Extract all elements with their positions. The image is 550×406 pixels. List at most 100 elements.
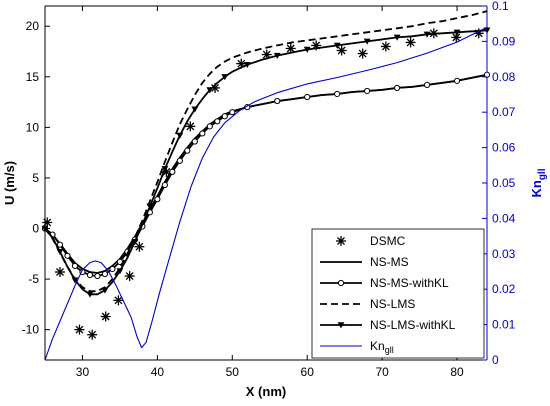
series-marker-triangle [71,277,79,284]
series-marker-circle [199,130,206,137]
legend-item: NS-MS [320,255,409,269]
series-line [44,10,488,293]
legend-marker [336,236,346,246]
legend-marker [337,279,345,287]
series-marker-triangle [393,34,401,41]
series-marker-circle [109,265,116,273]
series-marker-triangle [56,249,64,256]
legend-label-sub: gll [385,345,394,355]
legend-item: NS-MS-withKL [320,276,449,290]
legend-label: NS-LMS [370,297,415,311]
series-marker-triangle [161,166,169,173]
series-marker-triangle [423,31,431,38]
y-tick-label: 15 [26,70,40,84]
asterisk-stroke [452,33,461,42]
legend-label: Kngll [370,339,394,355]
y2-tick-label: 0.03 [492,247,516,261]
series-marker-circle [176,157,183,164]
series-marker-triangle [453,29,461,36]
x-tick-label: 30 [76,365,90,379]
dsmc-point [380,41,391,52]
series-marker-circle [394,84,401,92]
series-marker-circle [94,272,101,280]
series-marker-triangle [273,52,281,59]
y2-tick-label: 0.08 [492,70,516,84]
y2-tick-label: 0 [492,353,499,367]
asterisk-stroke [88,330,97,339]
series-kn [44,26,488,361]
asterisk-stroke [381,42,390,51]
legend-label: NS-MS-withKL [370,276,449,290]
x-tick-label: 70 [375,365,389,379]
series-marker-circle [334,90,341,98]
dsmc-point [100,311,111,322]
asterisk-stroke [162,167,171,176]
series-marker-circle [169,168,176,175]
series-marker-circle [483,71,491,78]
legend-item: DSMC [336,234,406,248]
axes-layer: X (nm) U (m/s) Kngll 30 40 50 60 70 80-10-505… [2,0,548,399]
dsmc-point [336,45,347,56]
y2-tick-label: 0.07 [492,105,516,119]
legend-label-main: NS-LMS-withKL [370,318,456,332]
series-ns-lms-withkl [41,27,491,298]
asterisk-stroke [43,218,52,227]
legend-label-main: NS-MS [370,255,409,269]
series-marker-triangle [363,38,371,45]
legend-item: Kngll [320,339,394,355]
x-tick-label: 80 [450,365,464,379]
asterisk-stroke [211,83,220,92]
series-marker-triangle [333,42,341,49]
series-marker-circle [86,271,94,279]
legend-label-main: NS-LMS [370,297,415,311]
dsmc-point [113,295,124,306]
x-tick-label: 60 [301,365,315,379]
asterisk-stroke [262,50,271,59]
series-marker-circle [191,138,198,145]
asterisk-stroke [337,237,345,245]
legend-item: NS-LMS [320,297,415,311]
series-marker-circle [274,97,281,105]
dsmc-point [74,324,85,335]
series-marker-triangle [303,46,311,53]
series-marker-triangle [191,106,199,113]
asterisk-stroke [135,242,144,251]
y2-tick-label: 0.02 [492,282,516,296]
series-marker-circle [101,270,109,278]
y-tick-label: 0 [32,222,39,236]
y2-axis-label-sub: gll [537,168,548,180]
series-marker-triangle [206,87,214,94]
legend-label: NS-LMS-withKL [370,318,456,332]
series-marker-triangle [483,27,491,34]
dsmc-point [285,43,296,54]
asterisk-stroke [75,325,84,334]
dsmc-point [405,37,416,48]
series-marker-circle [206,123,213,130]
dsmc-point [357,48,368,59]
asterisk-stroke [286,44,295,53]
dsmc-point [54,267,65,278]
x-axis-label: X (nm) [246,384,286,399]
series-marker-circle [64,252,71,259]
y2-tick-label: 0.01 [492,318,516,332]
asterisk-stroke [125,272,134,281]
legend: DSMC NS-MS NS-MS-withKL NS-LMS NS-LMS-withKL… [311,228,485,359]
y2-tick-label: 0.04 [492,211,516,225]
asterisk-stroke [101,312,110,321]
y-tick-label: 20 [26,19,40,33]
legend-label-main: NS-MS-withKL [370,276,449,290]
series-ns-lms [44,10,488,293]
y2-axis-label: Kngll [529,168,548,197]
series-marker-triangle [221,74,229,81]
series-marker-circle [221,113,228,120]
series-marker-triangle [131,238,139,246]
y2-tick-label: 0.1 [492,0,509,13]
asterisk-stroke [56,268,64,276]
series-marker-triangle [146,203,154,210]
dsmc-point [451,32,462,43]
series-line [44,29,488,296]
asterisk-stroke [186,122,195,131]
dsmc-point [87,329,98,340]
